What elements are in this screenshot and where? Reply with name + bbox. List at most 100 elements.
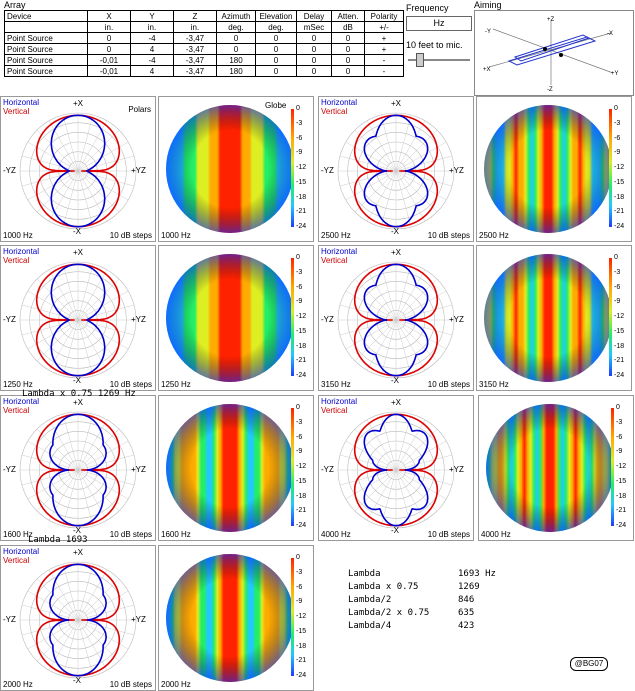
scale-tick: -3 — [296, 268, 303, 276]
polar-plot-1600-hz[interactable]: Horizontal Vertical +X -X -YZ +YZ 1600 Hz 10 dB… — [0, 395, 156, 541]
axis-bottom-label: -X — [73, 676, 81, 685]
cell[interactable]: -0,01 — [87, 54, 131, 66]
cell[interactable]: 180 — [216, 54, 256, 66]
polar-spoke — [354, 278, 397, 321]
cell[interactable]: -3,47 — [173, 65, 217, 77]
array-row[interactable]: Point Source 0 4 -3,47 0 0 0 0 + — [4, 43, 404, 55]
polars-title: Polars — [128, 105, 151, 114]
cell[interactable]: -3,47 — [173, 32, 217, 44]
cell[interactable]: + — [364, 43, 404, 55]
axis-right-label: +YZ — [449, 166, 464, 175]
globe-plot-1000-hz[interactable]: 0 -3 -6 -9 -12 -15 -18 -21 -24 Globe 1000 Hz — [158, 96, 314, 242]
cell[interactable]: -4 — [130, 32, 174, 44]
polar-spoke — [36, 578, 79, 621]
array-header-row: Device X Y Z Azimuth Elevation Delay Att… — [4, 10, 404, 22]
axis-left-label: -YZ — [3, 315, 16, 324]
lambda-row: Lambda/4 423 — [348, 621, 475, 631]
frequency-input[interactable]: Hz — [406, 16, 472, 31]
globe-plot-2000-hz[interactable]: 0 -3 -6 -9 -12 -15 -18 -21 -24 2000 Hz — [158, 545, 314, 691]
cell[interactable]: 0 — [255, 65, 297, 77]
aiming-view[interactable]: +Z -Y -X +X +Y -Z — [474, 10, 634, 96]
globe-freq-label: 1250 Hz — [161, 380, 191, 389]
polar-spoke — [395, 428, 438, 471]
cell[interactable]: 0 — [255, 32, 297, 44]
cell[interactable]: - — [364, 65, 404, 77]
cell[interactable]: -3,47 — [173, 54, 217, 66]
polar-plot-4000-hz[interactable]: Horizontal Vertical +X -X -YZ +YZ 4000 Hz 10 dB… — [318, 395, 474, 541]
unit-cell: +/- — [364, 21, 404, 33]
cell[interactable]: 4 — [130, 43, 174, 55]
cell[interactable]: 0 — [296, 65, 332, 77]
polar-spoke — [77, 319, 135, 336]
cell[interactable]: Point Source — [4, 32, 88, 44]
polar-spoke — [395, 290, 447, 321]
cell[interactable]: - — [364, 54, 404, 66]
polar-plot-3150-hz[interactable]: Horizontal Vertical +X -X -YZ +YZ 3150 Hz 10 dB… — [318, 245, 474, 391]
caption-lambda-075: Lambda x 0.75 1269 Hz — [22, 389, 136, 399]
cell[interactable]: Point Source — [4, 43, 88, 55]
polar-spoke — [77, 170, 120, 213]
cell[interactable]: -3,47 — [173, 43, 217, 55]
cell[interactable]: 0 — [331, 54, 365, 66]
horizontal-curve — [49, 413, 107, 527]
cell[interactable]: Point Source — [4, 54, 88, 66]
globe-plot-4000-hz[interactable]: 0 -3 -6 -9 -12 -15 -18 -21 -24 4000 Hz — [478, 395, 634, 541]
cell[interactable]: 0 — [331, 32, 365, 44]
cell[interactable]: -4 — [130, 54, 174, 66]
distance-slider[interactable] — [408, 53, 470, 67]
polar-spoke — [77, 120, 108, 172]
cell[interactable]: Point Source — [4, 65, 88, 77]
polar-svg — [19, 561, 137, 679]
cell[interactable]: 0 — [255, 54, 297, 66]
cell[interactable]: 0 — [87, 32, 131, 44]
cell[interactable]: 0 — [255, 43, 297, 55]
polar-plot-2000-hz[interactable]: Horizontal Vertical +X -X -YZ +YZ 2000 Hz 10 dB… — [0, 545, 156, 691]
polar-spoke — [27, 141, 79, 172]
cell[interactable]: -0,01 — [87, 65, 131, 77]
cell[interactable]: 0 — [331, 65, 365, 77]
polar-spoke — [77, 619, 94, 677]
polar-plot-2500-hz[interactable]: Horizontal Vertical +X -X -YZ +YZ 2500 Hz 10 dB… — [318, 96, 474, 242]
globe-plot-2500-hz[interactable]: 0 -3 -6 -9 -12 -15 -18 -21 -24 2500 Hz — [476, 96, 632, 242]
cell[interactable]: 180 — [216, 65, 256, 77]
cell[interactable]: 0 — [87, 43, 131, 55]
cell[interactable]: 0 — [296, 32, 332, 44]
polar-spoke — [345, 290, 397, 321]
polar-spoke — [77, 469, 108, 521]
axis-bottom-label: -X — [391, 526, 399, 535]
cell[interactable]: 0 — [296, 54, 332, 66]
polar-spoke — [395, 469, 447, 500]
axis-right-label: +YZ — [131, 615, 146, 624]
polar-plot-1250-hz[interactable]: Horizontal Vertical +X -X -YZ +YZ 1250 Hz 10 dB… — [0, 245, 156, 391]
globe-plot-1250-hz[interactable]: 0 -3 -6 -9 -12 -15 -18 -21 -24 1250 Hz — [158, 245, 314, 391]
col-atten: Atten. — [331, 10, 365, 22]
polar-spoke — [77, 619, 135, 636]
array-row[interactable]: Point Source -0,01 -4 -3,47 180 0 0 0- — [4, 54, 404, 66]
array-row[interactable]: Point Source 0 -4 -3,47 0 0 0 0 + — [4, 32, 404, 44]
unit-cell: in. — [130, 21, 174, 33]
cell[interactable]: + — [364, 32, 404, 44]
cell[interactable]: 0 — [216, 32, 256, 44]
scale-tick: -9 — [296, 448, 303, 456]
scale-tick: -18 — [614, 342, 625, 350]
cell[interactable]: 0 — [296, 43, 332, 55]
polar-spoke — [380, 114, 397, 172]
col-azimuth: Azimuth — [216, 10, 256, 22]
polar-spoke — [366, 469, 397, 521]
scale-tick: -24 — [616, 522, 627, 529]
globe-plot-1600-hz[interactable]: 0 -3 -6 -9 -12 -15 -18 -21 -24 1600 Hz — [158, 395, 314, 541]
axis-left-label: -YZ — [3, 166, 16, 175]
unit-cell: mSec — [296, 21, 332, 33]
polar-spoke — [395, 469, 453, 486]
slider-thumb[interactable] — [416, 53, 425, 67]
cell[interactable]: 0 — [331, 43, 365, 55]
scale-tick: -3 — [614, 119, 621, 127]
steps-label: 10 dB steps — [109, 380, 152, 389]
polar-plot-1000-hz[interactable]: Horizontal Vertical Polars +X -X -YZ +YZ 1000 H… — [0, 96, 156, 242]
array-row[interactable]: Point Source -0,01 4 -3,47 180 0 0 0- — [4, 65, 404, 77]
cell[interactable]: 0 — [216, 43, 256, 55]
polar-spoke — [77, 129, 120, 172]
globe-plot-3150-hz[interactable]: 0 -3 -6 -9 -12 -15 -18 -21 -24 3150 Hz — [476, 245, 632, 391]
cell[interactable]: 4 — [130, 65, 174, 77]
polar-spoke — [366, 419, 397, 471]
